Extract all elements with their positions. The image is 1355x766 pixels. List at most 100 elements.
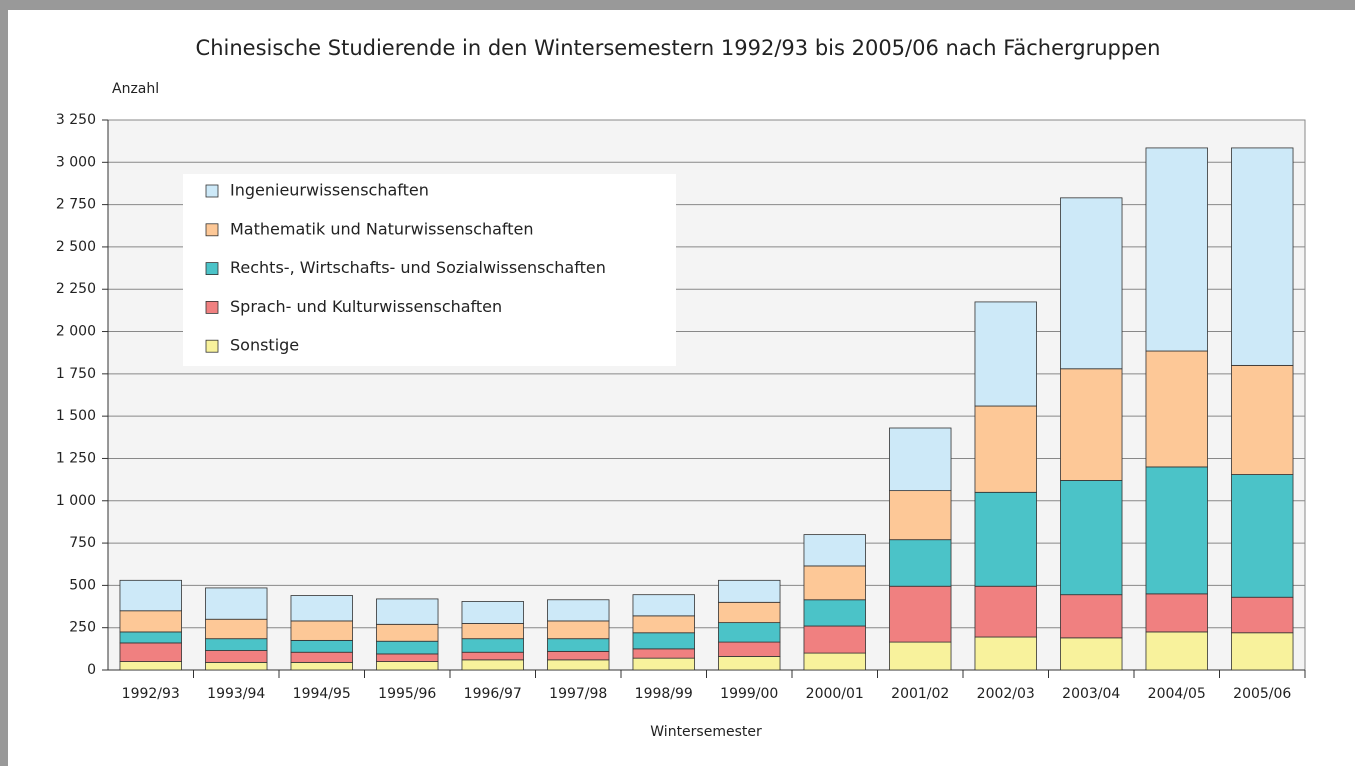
x-tick-label: 2000/01 [806,686,864,702]
bar-segment [1145,350,1208,468]
y-tick-label: 750 [69,535,96,551]
legend-label: Ingenieurwissenschaften [230,181,429,200]
bar-segment [974,636,1037,671]
bar-segment [718,641,781,657]
bar-segment [376,640,439,655]
bar-segment [205,587,268,620]
bar-segment [632,615,695,634]
bar-segment [119,631,182,644]
legend-swatch [205,184,219,198]
bar-segment [547,620,610,640]
legend-swatch [205,339,219,353]
x-tick-label: 1995/96 [378,686,436,702]
bar-segment [119,642,182,662]
x-tick-label: 2001/02 [891,686,949,702]
bar-segment [290,620,353,641]
x-tick-label: 1999/00 [720,686,778,702]
y-tick-label: 3 250 [56,112,96,128]
bar-segment [1060,480,1123,596]
bar-segment [632,648,695,659]
x-tick-label: 2002/03 [977,686,1035,702]
frame-left [0,0,8,766]
chart-title: Chinesische Studierende in den Wintersem… [196,36,1161,60]
bar-segment [119,579,182,612]
bar-segment [889,641,952,671]
bar-segment [461,651,524,661]
bar-segment [376,598,439,625]
x-tick-label: 2003/04 [1062,686,1120,702]
x-tick-label: 2005/06 [1233,686,1291,702]
bar-segment [547,599,610,622]
x-tick-label: 1993/94 [207,686,265,702]
legend-box [183,174,676,366]
x-tick-label: 2004/05 [1148,686,1206,702]
legend-label: Mathematik und Naturwissenschaften [230,219,534,238]
legend-label: Sonstige [230,336,299,355]
bar-segment [974,585,1037,638]
bar-segment [376,661,439,671]
x-tick-label: 1994/95 [293,686,351,702]
y-tick-label: 1 250 [56,450,96,466]
legend-label: Rechts-, Wirtschafts- und Sozialwissensc… [230,258,606,277]
bar-segment [1060,594,1123,639]
bar-segment [376,623,439,642]
bar-segment [632,594,695,617]
y-tick-label: 250 [69,620,96,636]
y-tick-label: 1 000 [56,493,96,509]
bar-segment [119,610,182,633]
bar-segment [290,661,353,671]
bar-segment [803,534,866,567]
x-tick-label: 1997/98 [549,686,607,702]
bar-segment [1145,147,1208,352]
bar-segment [889,427,952,492]
bar-segment [461,638,524,653]
bar-segment [119,661,182,671]
bar-segment [803,652,866,671]
x-tick-label: 1992/93 [122,686,180,702]
y-tick-label: 2 000 [56,324,96,340]
x-tick-label: 1996/97 [464,686,522,702]
bar-segment [1145,631,1208,671]
bar-segment [205,638,268,651]
bar-segment [547,659,610,671]
bar-segment [1060,368,1123,481]
bar-segment [461,623,524,640]
bar-segment [461,601,524,624]
x-tick-label: 1998/99 [635,686,693,702]
bar-segment [718,601,781,624]
bar-segment [547,650,610,661]
frame-top [0,0,1355,10]
bar-segment [1231,474,1294,598]
bar-segment [1145,593,1208,633]
y-tick-label: 3 000 [56,154,96,170]
bar-segment [1231,147,1294,366]
y-tick-label: 1 500 [56,408,96,424]
bar-segment [718,622,781,643]
bar-segment [889,490,952,541]
legend-swatch [205,262,219,276]
bar-segment [290,651,353,663]
bar-segment [803,565,866,601]
y-tick-label: 0 [87,662,96,678]
legend-swatch [205,223,219,237]
bar-segment [889,539,952,587]
legend-label: Sprach- und Kulturwissenschaften [230,297,502,316]
y-tick-label: 2 250 [56,281,96,297]
bar-segment [718,579,781,603]
bar-segment [718,656,781,671]
bar-segment [803,599,866,627]
legend-swatch [205,300,219,314]
bar-segment [461,659,524,671]
bar-segment [889,585,952,643]
bar-segment [1145,466,1208,595]
y-tick-label: 500 [69,577,96,593]
bar-segment [1231,596,1294,634]
y-axis-label: Anzahl [112,81,159,97]
bar-segment [974,301,1037,407]
x-axis-label: Wintersemester [650,724,762,740]
y-tick-label: 2 750 [56,197,96,213]
bar-segment [974,405,1037,493]
bar-segment [1060,637,1123,671]
y-tick-label: 1 750 [56,366,96,382]
